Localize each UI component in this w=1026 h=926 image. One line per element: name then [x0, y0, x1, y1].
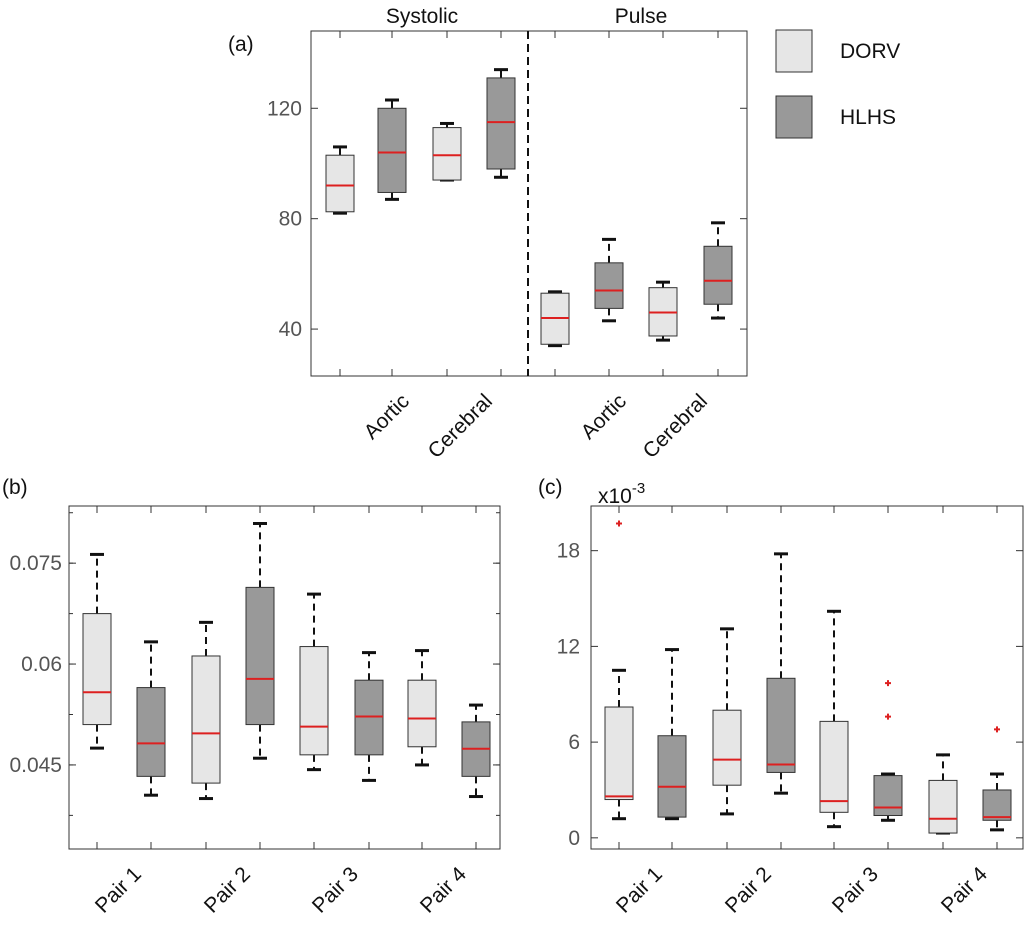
exponent-power: -3: [632, 480, 645, 497]
panel-b-frame: [68, 505, 501, 850]
box-body: [407, 679, 437, 748]
y-tick-label: 18: [557, 540, 580, 563]
box-hlhs: [486, 68, 516, 179]
box-dorv: [82, 552, 112, 750]
x-tick-label: Pair 2: [200, 863, 255, 918]
x-tick-label: Pair 3: [308, 863, 363, 918]
box-body: [873, 775, 903, 816]
y-tick-label: 0.045: [9, 754, 62, 777]
title-systolic: Systolic: [386, 5, 458, 28]
x-tick-label: Aortic: [360, 390, 414, 444]
box-hlhs: [594, 237, 624, 323]
x-tick-label: Cerebral: [639, 390, 712, 463]
box-body: [82, 613, 112, 726]
y-tick-label: 0: [568, 827, 580, 850]
box-body: [377, 107, 407, 193]
exponent-base: x10: [598, 485, 632, 508]
panel-b-label: (b): [2, 476, 28, 499]
box-body: [712, 709, 742, 786]
box-dorv: [540, 290, 570, 348]
x-tick-label: Pair 1: [612, 863, 667, 918]
box-body: [354, 679, 384, 756]
box-dorv: [191, 620, 221, 801]
box-dorv: [648, 280, 678, 342]
box-hlhs: [245, 521, 275, 760]
outlier-marker: [994, 726, 1000, 733]
box-body: [299, 646, 329, 756]
box-body: [486, 77, 516, 170]
outlier-marker: [885, 680, 891, 687]
y-tick-label: 80: [279, 208, 302, 231]
panel-b: (b) 0.045 0.06 0.075 Pair 1 Pair 2 Pair 3 Pai…: [2, 476, 501, 918]
box-body: [604, 706, 634, 801]
x-tick-label: Pair 4: [416, 862, 471, 917]
panel-c: (c) x10-3 0 6 12 18 Pair 1 Pair 2 Pair 3 Pair …: [538, 476, 1024, 918]
box-dorv: [325, 145, 355, 215]
box-body: [136, 687, 166, 777]
box-hlhs: [982, 726, 1012, 832]
x-tick-label: Aortic: [577, 390, 631, 444]
legend-swatch-hlhs: [775, 95, 813, 139]
box-body: [191, 655, 221, 784]
box-dorv: [407, 649, 437, 767]
box-dorv: [928, 753, 958, 835]
x-tick-label: Pair 3: [828, 863, 883, 918]
y-tick-label: 12: [557, 635, 580, 658]
outlier-marker: [885, 713, 891, 720]
exponent-label: x10-3: [598, 480, 645, 508]
x-tick-label: Pair 1: [91, 863, 146, 918]
box-body: [928, 779, 958, 834]
legend-swatch-dorv: [775, 29, 813, 73]
box-hlhs: [377, 98, 407, 201]
panel-c-frame: [590, 505, 1024, 850]
box-body: [594, 262, 624, 309]
legend-label-hlhs: HLHS: [840, 106, 896, 129]
box-hlhs: [766, 552, 796, 795]
box-body: [766, 677, 796, 773]
box-hlhs: [354, 651, 384, 782]
box-body: [325, 154, 355, 213]
box-body: [982, 789, 1012, 821]
legend-label-dorv: DORV: [840, 40, 900, 63]
legend: DORV HLHS: [775, 29, 900, 139]
y-tick-label: 6: [568, 731, 580, 754]
box-dorv: [299, 592, 329, 772]
y-tick-label: 0.06: [21, 653, 62, 676]
box-hlhs: [136, 640, 166, 797]
box-body: [703, 245, 733, 305]
x-tick-label: Pair 2: [721, 863, 776, 918]
x-tick-label: Cerebral: [424, 390, 497, 463]
panel-c-label: (c): [538, 476, 563, 499]
y-tick-label: 120: [267, 97, 302, 120]
box-dorv: [432, 121, 462, 182]
box-hlhs: [461, 703, 491, 799]
box-hlhs: [703, 221, 733, 320]
y-tick-label: 40: [279, 318, 302, 341]
outlier-marker: [616, 520, 622, 527]
box-dorv: [712, 627, 742, 816]
x-tick-label: Pair 4: [937, 862, 992, 917]
box-body: [432, 127, 462, 181]
box-body: [245, 586, 275, 726]
box-body: [819, 720, 849, 813]
box-hlhs: [873, 680, 903, 822]
box-dorv: [604, 520, 634, 821]
box-dorv: [819, 609, 849, 829]
title-pulse: Pulse: [615, 5, 668, 28]
box-body: [657, 735, 687, 818]
panel-a-label: (a): [228, 33, 254, 56]
y-tick-label: 0.075: [9, 552, 62, 575]
box-hlhs: [657, 648, 687, 821]
